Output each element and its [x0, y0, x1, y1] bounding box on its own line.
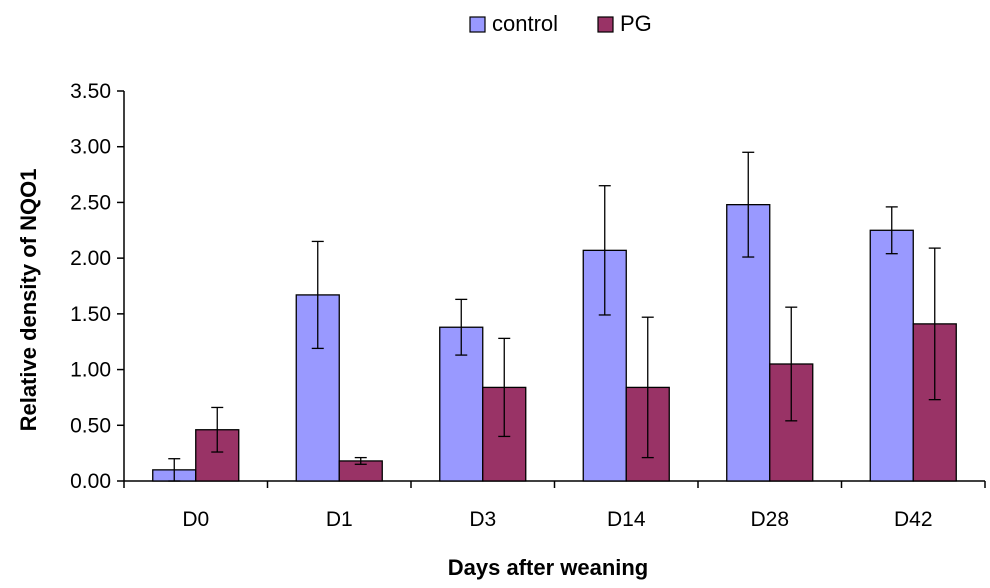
y-axis: 0.00 0.50 1.00 1.50 2.00 2.50 3.00 3.50	[70, 80, 125, 493]
x-tick-label: D28	[750, 508, 789, 531]
x-axis-title: Days after weaning	[448, 555, 649, 580]
x-tick-label: D1	[326, 508, 353, 531]
x-tick-label: D42	[894, 508, 933, 531]
legend: control PG	[469, 11, 652, 36]
y-tick-label: 0.50	[70, 414, 111, 437]
error-bars-layer	[168, 151, 941, 482]
bar-pg-d28	[769, 363, 814, 482]
y-tick-label: 2.00	[70, 247, 111, 270]
legend-swatch-control	[469, 16, 486, 33]
legend-swatch-pg	[597, 16, 614, 33]
legend-label-control: control	[492, 11, 558, 36]
bar-control-d1	[295, 294, 340, 482]
bars-layer	[152, 204, 957, 482]
y-tick-label: 1.50	[70, 303, 111, 326]
legend-label-pg: PG	[620, 11, 652, 36]
y-tick-label: 3.50	[70, 80, 111, 103]
x-tick-label: D14	[607, 508, 646, 531]
bar-control-d42	[869, 229, 914, 482]
y-tick-label: 0.00	[70, 470, 111, 493]
y-tick-label: 3.00	[70, 136, 111, 159]
x-tick-label: D3	[469, 508, 496, 531]
x-axis: D0 D1 D3 D14 D28 D42	[123, 480, 986, 531]
y-tick-label: 1.00	[70, 359, 111, 382]
x-tick-label: D0	[182, 508, 209, 531]
y-axis-title: Relative density of NQO1	[16, 169, 41, 432]
y-tick-label: 2.50	[70, 191, 111, 214]
